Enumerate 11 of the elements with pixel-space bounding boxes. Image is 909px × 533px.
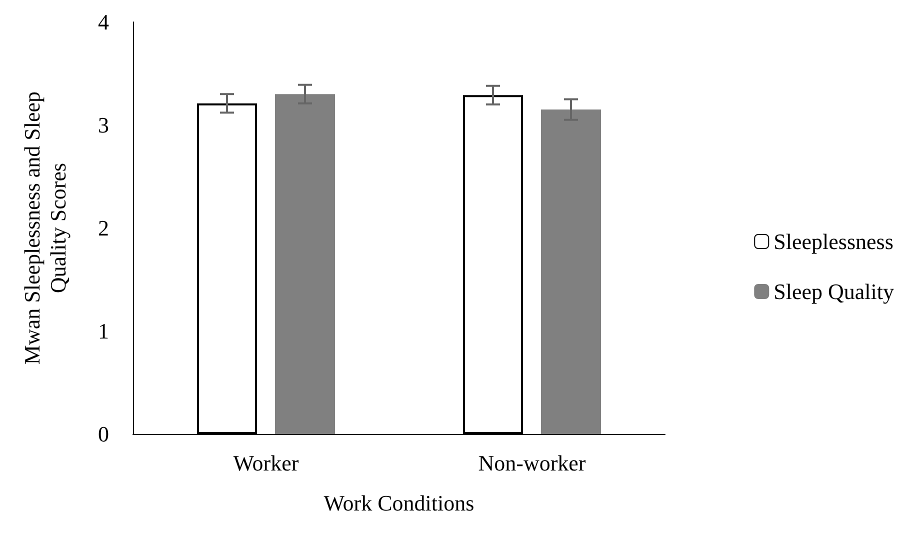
y-tick-label: 4 (98, 10, 109, 34)
y-axis-title: Mwan Sleeplessness and Sleep Quality Scores (20, 91, 70, 365)
legend-label: Sleeplessness (774, 229, 894, 254)
y-tick-label: 3 (98, 112, 109, 138)
x-axis-title: Work Conditions (324, 490, 474, 516)
legend-label: Sleep Quality (774, 279, 894, 304)
x-tick-label: Non-worker (478, 450, 586, 476)
y-tick-label: 0 (98, 422, 109, 446)
x-tick-label: Worker (233, 450, 300, 476)
y-tick-label: 2 (98, 216, 109, 240)
y-tick-label: 1 (98, 318, 109, 344)
